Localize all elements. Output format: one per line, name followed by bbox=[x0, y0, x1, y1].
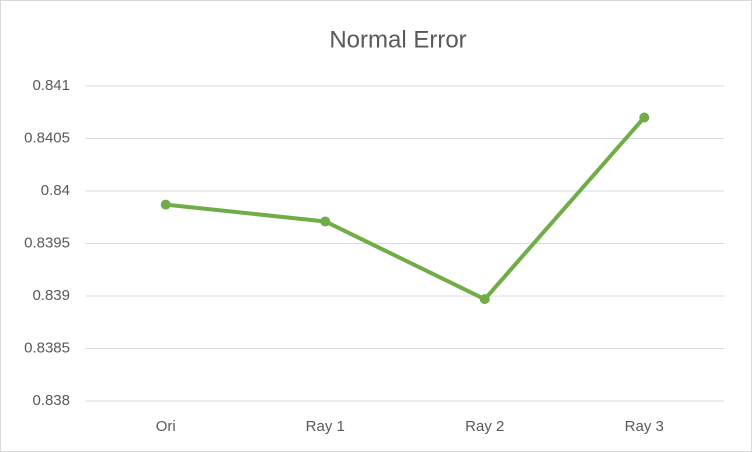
y-tick-label: 0.841 bbox=[32, 77, 70, 94]
y-tick-label: 0.8385 bbox=[24, 339, 70, 356]
y-tick-label: 0.8405 bbox=[24, 129, 70, 146]
data-point bbox=[160, 199, 171, 210]
y-tick-label: 0.838 bbox=[32, 392, 70, 409]
y-tick-label: 0.839 bbox=[32, 287, 70, 304]
x-tick-label: Ray 3 bbox=[625, 418, 664, 435]
y-tick-label: 0.8395 bbox=[24, 234, 70, 251]
x-tick-label: Ori bbox=[156, 418, 176, 435]
x-tick-label: Ray 2 bbox=[465, 418, 504, 435]
x-tick-label: Ray 1 bbox=[306, 418, 345, 435]
data-point bbox=[320, 216, 331, 227]
chart-title: Normal Error bbox=[329, 26, 466, 53]
y-tick-label: 0.84 bbox=[41, 182, 70, 199]
data-point bbox=[479, 294, 490, 305]
data-point bbox=[639, 112, 650, 123]
line-series bbox=[163, 115, 647, 302]
